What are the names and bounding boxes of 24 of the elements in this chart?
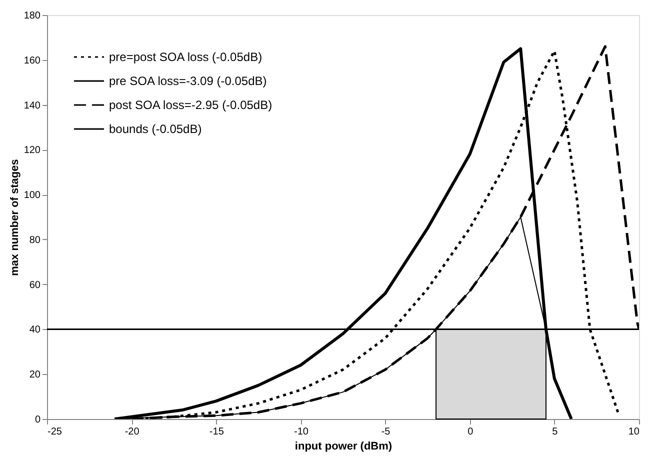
y-tick-label: 180 [24, 10, 41, 22]
legend-label: pre=post SOA loss (-0.05dB) [109, 50, 262, 64]
y-tick-label: 60 [29, 280, 41, 291]
x-tick-label: -10 [294, 426, 309, 438]
y-tick-label: 0 [34, 414, 41, 426]
x-axis-title: input power (dBm) [294, 440, 392, 452]
x-tick-label: -15 [209, 426, 224, 438]
y-axis-title: max number of stages [8, 159, 21, 276]
x-tick-label: 5 [552, 426, 558, 438]
y-tick-label: 100 [24, 190, 41, 202]
x-tick-label: 10 [628, 426, 640, 438]
y-tick-label: 120 [24, 145, 41, 156]
legend-label: bounds (-0.05dB) [109, 122, 202, 136]
x-tick-label: -5 [381, 426, 391, 438]
y-tick-label: 40 [29, 324, 41, 336]
y-tick-label: 80 [29, 234, 41, 246]
y-tick-label: 140 [24, 100, 41, 112]
legend-label: pre SOA loss=-3.09 (-0.05dB) [109, 74, 267, 88]
y-tick-label: 160 [24, 55, 41, 66]
x-tick-label: 0 [468, 426, 474, 438]
x-tick-label: -20 [124, 426, 140, 438]
x-tick-label: -25 [48, 426, 62, 438]
y-tick-label: 20 [29, 370, 41, 381]
legend-label: post SOA loss=-2.95 (-0.05dB) [109, 98, 272, 112]
